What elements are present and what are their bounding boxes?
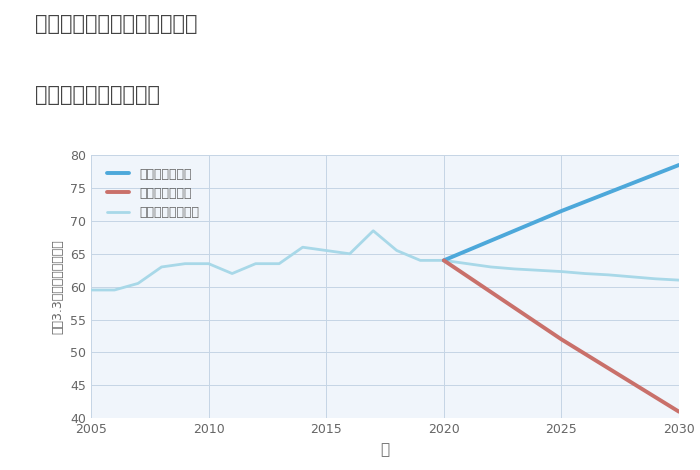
グッドシナリオ: [557, 208, 566, 214]
ノーマルシナリオ: [158, 264, 166, 270]
ノーマルシナリオ: [533, 267, 542, 273]
Text: 中古戸建ての価格推移: 中古戸建ての価格推移: [35, 85, 160, 105]
バッドシナリオ: [557, 337, 566, 342]
ノーマルシナリオ: [298, 244, 307, 250]
ノーマルシナリオ: [346, 251, 354, 257]
ノーマルシナリオ: [557, 269, 566, 274]
ノーマルシナリオ: [181, 261, 189, 266]
Line: ノーマルシナリオ: ノーマルシナリオ: [91, 231, 679, 290]
ノーマルシナリオ: [228, 271, 237, 276]
ノーマルシナリオ: [111, 287, 119, 293]
バッドシナリオ: [675, 409, 683, 415]
ノーマルシナリオ: [510, 266, 519, 272]
ノーマルシナリオ: [134, 281, 142, 286]
Line: バッドシナリオ: バッドシナリオ: [444, 260, 679, 412]
ノーマルシナリオ: [604, 272, 612, 278]
ノーマルシナリオ: [675, 277, 683, 283]
Text: 岐阜県各務原市川島北山町の: 岐阜県各務原市川島北山町の: [35, 14, 197, 34]
ノーマルシナリオ: [204, 261, 213, 266]
ノーマルシナリオ: [251, 261, 260, 266]
ノーマルシナリオ: [322, 248, 330, 253]
ノーマルシナリオ: [486, 264, 495, 270]
ノーマルシナリオ: [416, 258, 424, 263]
Legend: グッドシナリオ, バッドシナリオ, ノーマルシナリオ: グッドシナリオ, バッドシナリオ, ノーマルシナリオ: [103, 164, 203, 223]
グッドシナリオ: [440, 258, 448, 263]
ノーマルシナリオ: [87, 287, 95, 293]
バッドシナリオ: [440, 258, 448, 263]
ノーマルシナリオ: [628, 274, 636, 280]
ノーマルシナリオ: [393, 248, 401, 253]
ノーマルシナリオ: [581, 271, 589, 276]
X-axis label: 年: 年: [380, 442, 390, 457]
ノーマルシナリオ: [369, 228, 377, 234]
グッドシナリオ: [675, 162, 683, 168]
Y-axis label: 坪（3.3㎡）単価（万円）: 坪（3.3㎡）単価（万円）: [52, 239, 64, 334]
ノーマルシナリオ: [275, 261, 284, 266]
ノーマルシナリオ: [440, 258, 448, 263]
Line: グッドシナリオ: グッドシナリオ: [444, 165, 679, 260]
ノーマルシナリオ: [651, 276, 659, 282]
ノーマルシナリオ: [463, 261, 472, 266]
